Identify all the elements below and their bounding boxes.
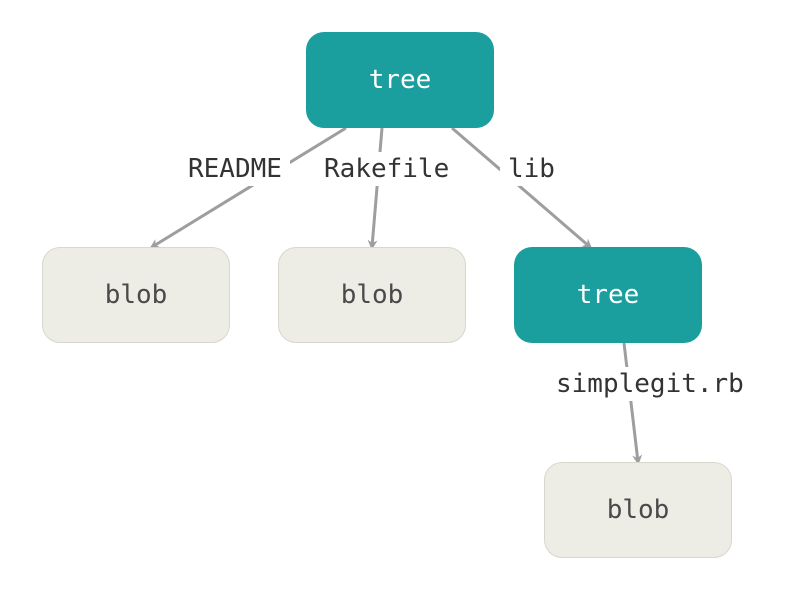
node-label: blob: [105, 280, 168, 310]
tree-node-lib: tree: [514, 247, 702, 343]
edge-label-text: Rakefile: [324, 154, 449, 184]
edge-label-readme: README: [180, 152, 290, 186]
node-label: tree: [577, 280, 640, 310]
tree-node-root: tree: [306, 32, 494, 128]
edge-arrow: [152, 128, 346, 247]
edge-label-lib: lib: [500, 152, 563, 186]
edge-label-simplegit: simplegit.rb: [548, 367, 752, 401]
node-label: blob: [607, 495, 670, 525]
diagram-stage: tree blob blob tree blob README Rakefile…: [0, 0, 800, 593]
edge-arrow: [452, 128, 590, 247]
node-label: blob: [341, 280, 404, 310]
edge-label-text: lib: [508, 154, 555, 184]
edge-arrow: [624, 343, 638, 462]
node-label: tree: [369, 65, 432, 95]
edge-label-text: simplegit.rb: [556, 369, 744, 399]
blob-node-rakefile: blob: [278, 247, 466, 343]
blob-node-readme: blob: [42, 247, 230, 343]
edge-label-text: README: [188, 154, 282, 184]
edge-label-rakefile: Rakefile: [316, 152, 457, 186]
blob-node-simplegit: blob: [544, 462, 732, 558]
edge-arrow: [372, 128, 382, 247]
